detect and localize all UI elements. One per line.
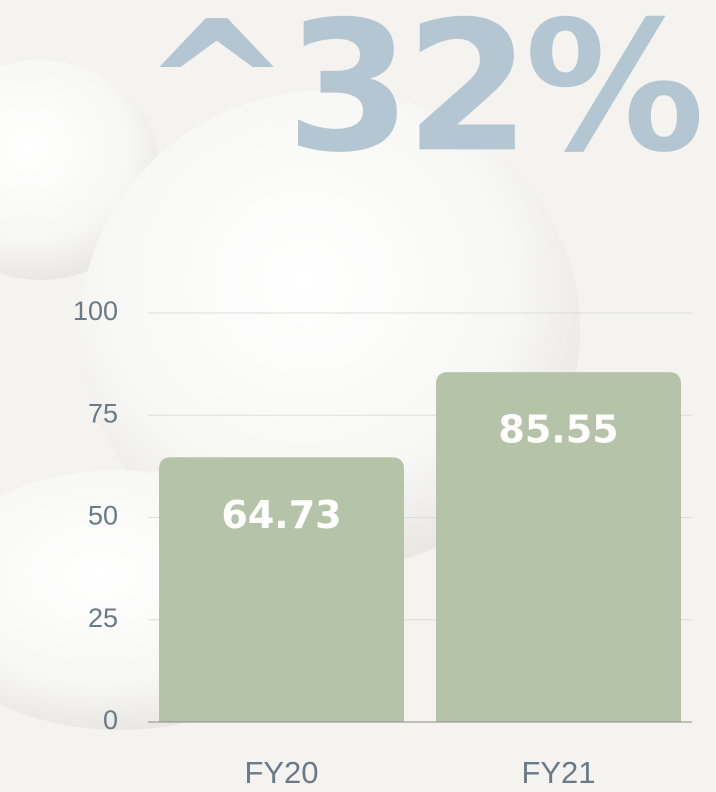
x-tick-label: FY21 — [521, 755, 595, 790]
x-tick-label: FY20 — [244, 755, 318, 790]
y-tick-label: 0 — [103, 705, 118, 735]
bar — [159, 457, 404, 722]
data-label: 64.73 — [221, 493, 341, 537]
y-tick-label: 50 — [88, 501, 118, 531]
bar — [436, 372, 681, 722]
y-tick-label: 25 — [88, 603, 118, 633]
data-label: 85.55 — [498, 408, 618, 452]
y-tick-label: 100 — [73, 296, 118, 326]
chart-title: ^32% — [141, 0, 699, 192]
y-tick-label: 75 — [88, 398, 118, 428]
